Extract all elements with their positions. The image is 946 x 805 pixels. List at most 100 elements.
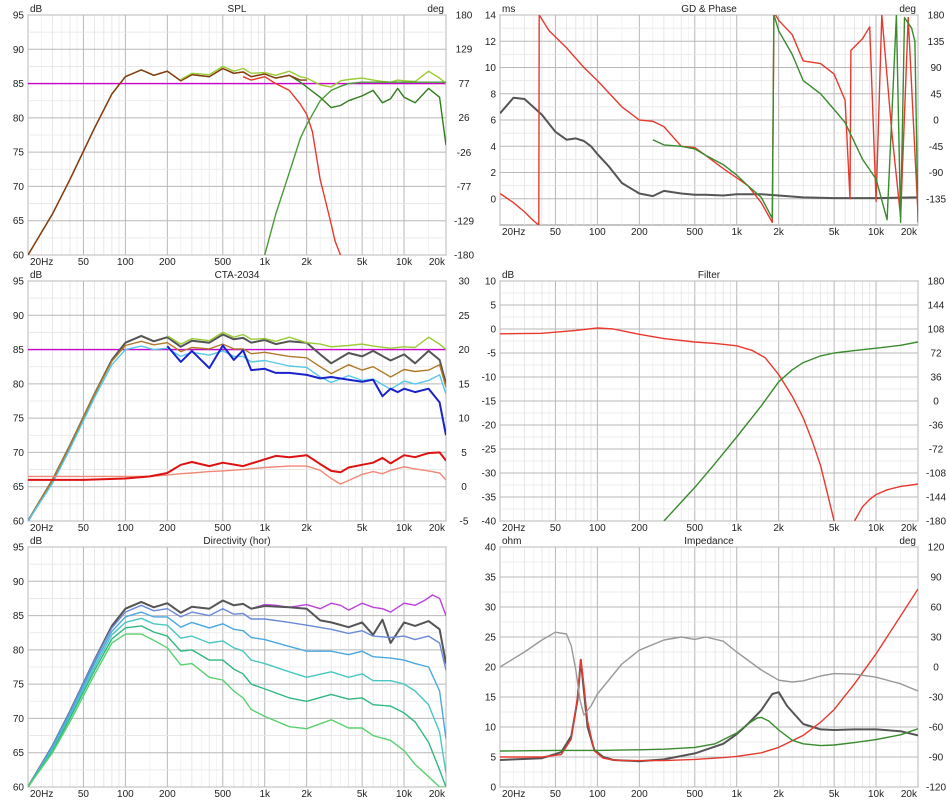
- impedance-x-tick-label: 50: [550, 789, 562, 800]
- filter-y-tick-label: -40: [482, 517, 497, 528]
- gd_phase-x-tick-label: 20Hz: [502, 227, 525, 238]
- directivity-y-tick-label: 70: [13, 714, 25, 725]
- spl-x-tick-label: 10k: [396, 257, 413, 268]
- spl-x-tick-label: 20Hz: [30, 257, 53, 268]
- impedance-title: Impedance: [684, 536, 734, 547]
- cta2034-title: CTA-2034: [215, 270, 260, 281]
- filter-x-tick-label: 2k: [773, 523, 785, 534]
- spl-title: SPL: [228, 4, 247, 15]
- impedance-series-2: [500, 716, 918, 752]
- directivity-title: Directivity (hor): [203, 536, 270, 547]
- impedance-y2-tick-label: 30: [930, 633, 942, 644]
- impedance-x-tick-label: 10k: [868, 789, 885, 800]
- gd_phase-series-1: [500, 15, 918, 225]
- filter-x-tick-label: 500: [686, 523, 703, 534]
- spl-x-tick-label: 5k: [357, 257, 369, 268]
- gd_phase-y-tick-label: 8: [490, 89, 496, 100]
- impedance-y-axis-label: ohm: [502, 536, 521, 547]
- cta2034-y-tick-label: 60: [13, 517, 25, 528]
- gd_phase-y2-tick-label: 0: [933, 116, 939, 127]
- cta2034-y-tick-label: 95: [13, 277, 25, 288]
- gd_phase-x-tick-label: 50: [550, 227, 562, 238]
- filter-y2-tick-label: 0: [933, 397, 939, 408]
- filter-x-tick-label: 20Hz: [502, 523, 525, 534]
- filter-y-tick-label: -30: [482, 469, 497, 480]
- filter-series-2: [663, 341, 918, 521]
- gd_phase-y-tick-label: 2: [490, 168, 496, 179]
- gd_phase-y-tick-label: 14: [485, 11, 497, 22]
- filter-x-tick-label: 10k: [868, 523, 885, 534]
- gd_phase-y-tick-label: 0: [490, 194, 496, 205]
- filter-y2-tick-label: 72: [930, 349, 942, 360]
- spl-y2-axis-label: deg: [427, 4, 444, 15]
- directivity-x-tick-label: 10k: [396, 789, 413, 800]
- cta2034-x-tick-label: 500: [214, 523, 231, 534]
- directivity-x-tick-label: 500: [214, 789, 231, 800]
- filter-x-tick-label: 20k: [901, 523, 918, 534]
- directivity-y-tick-label: 60: [13, 783, 25, 794]
- spl-y2-tick-label: -180: [454, 251, 474, 262]
- filter-y2-tick-label: 36: [930, 373, 942, 384]
- gd_phase-x-tick-label: 5k: [829, 227, 841, 238]
- directivity-x-tick-label: 50: [78, 789, 90, 800]
- directivity-x-tick-label: 5k: [357, 789, 369, 800]
- gd_phase-chart: 20Hz 50 100 200 500 1k 2k 5k 10k 20k 0 2 4 6 8 10 12 14 -1…: [485, 4, 946, 238]
- gd_phase-y2-tick-label: 90: [930, 63, 942, 74]
- impedance-y2-tick-label: -60: [929, 723, 944, 734]
- cta2034-series-2: [28, 340, 446, 521]
- gd_phase-y2-tick-label: -45: [929, 142, 944, 153]
- spl-y-axis-label: dB: [30, 4, 43, 15]
- gd_phase-x-tick-label: 200: [631, 227, 648, 238]
- impedance-x-tick-label: 1k: [731, 789, 743, 800]
- impedance-y2-tick-label: -90: [929, 753, 944, 764]
- gd_phase-y-axis-label: ms: [502, 4, 515, 15]
- filter-y2-tick-label: -72: [929, 445, 944, 456]
- filter-y2-tick-label: -108: [926, 469, 946, 480]
- gd_phase-y-tick-label: 6: [490, 116, 496, 127]
- filter-y-tick-label: -35: [482, 493, 497, 504]
- spl-y-tick-label: 90: [13, 45, 25, 56]
- spl-y-tick-label: 60: [13, 251, 25, 262]
- spl-chart: 20Hz 50 100 200 500 1k 2k 5k 10k 20k 60 65 70 75 80 85 9…: [13, 4, 475, 268]
- spl-y-tick-label: 85: [13, 79, 25, 90]
- filter-y-tick-label: 10: [485, 277, 497, 288]
- impedance-x-tick-label: 500: [686, 789, 703, 800]
- gd_phase-y-tick-label: 10: [485, 63, 497, 74]
- gd_phase-x-tick-label: 10k: [868, 227, 885, 238]
- impedance-x-tick-label: 2k: [773, 789, 785, 800]
- filter-x-tick-label: 200: [631, 523, 648, 534]
- filter-y2-tick-label: 180: [928, 277, 945, 288]
- spl-x-tick-label: 2k: [301, 257, 313, 268]
- cta2034-chart: 20Hz 50 100 200 500 1k 2k 5k 10k 20k6065707580859…: [13, 270, 470, 534]
- filter-series-0: [500, 327, 835, 521]
- directivity-x-tick-label: 1k: [259, 789, 271, 800]
- filter-y-tick-label: -10: [482, 373, 497, 384]
- filter-y2-tick-label: 108: [928, 325, 945, 336]
- spl-y2-tick-label: -26: [457, 148, 472, 159]
- cta2034-y2-tick-label: 10: [458, 414, 470, 425]
- impedance-x-tick-label: 200: [631, 789, 648, 800]
- filter-y2-tick-label: -144: [926, 493, 946, 504]
- impedance-chart: 20Hz 50 100 200 500 1k 2k 5k 10k 20k 0 5 10 15 20 25 30 3…: [485, 536, 946, 800]
- directivity-y-tick-label: 80: [13, 645, 25, 656]
- directivity-y-axis-label: dB: [30, 536, 43, 547]
- cta2034-x-tick-label: 1k: [259, 523, 271, 534]
- impedance-x-tick-label: 5k: [829, 789, 841, 800]
- directivity-series-3: [28, 611, 446, 787]
- filter-series-1: [853, 483, 918, 521]
- filter-y-tick-label: -5: [487, 349, 496, 360]
- filter-title: Filter: [698, 270, 721, 281]
- impedance-y-tick-label: 10: [485, 723, 497, 734]
- cta2034-y-tick-label: 65: [13, 482, 25, 493]
- filter-x-tick-label: 1k: [731, 523, 743, 534]
- filter-x-tick-label: 50: [550, 523, 562, 534]
- impedance-y-tick-label: 35: [485, 573, 497, 584]
- gd_phase-y2-tick-label: 45: [930, 89, 942, 100]
- impedance-y-tick-label: 5: [490, 753, 496, 764]
- gd_phase-series-2: [652, 15, 918, 224]
- cta2034-y2-tick-label: 20: [458, 345, 470, 356]
- filter-y2-tick-label: 144: [928, 301, 945, 312]
- gd_phase-x-tick-label: 20k: [901, 227, 918, 238]
